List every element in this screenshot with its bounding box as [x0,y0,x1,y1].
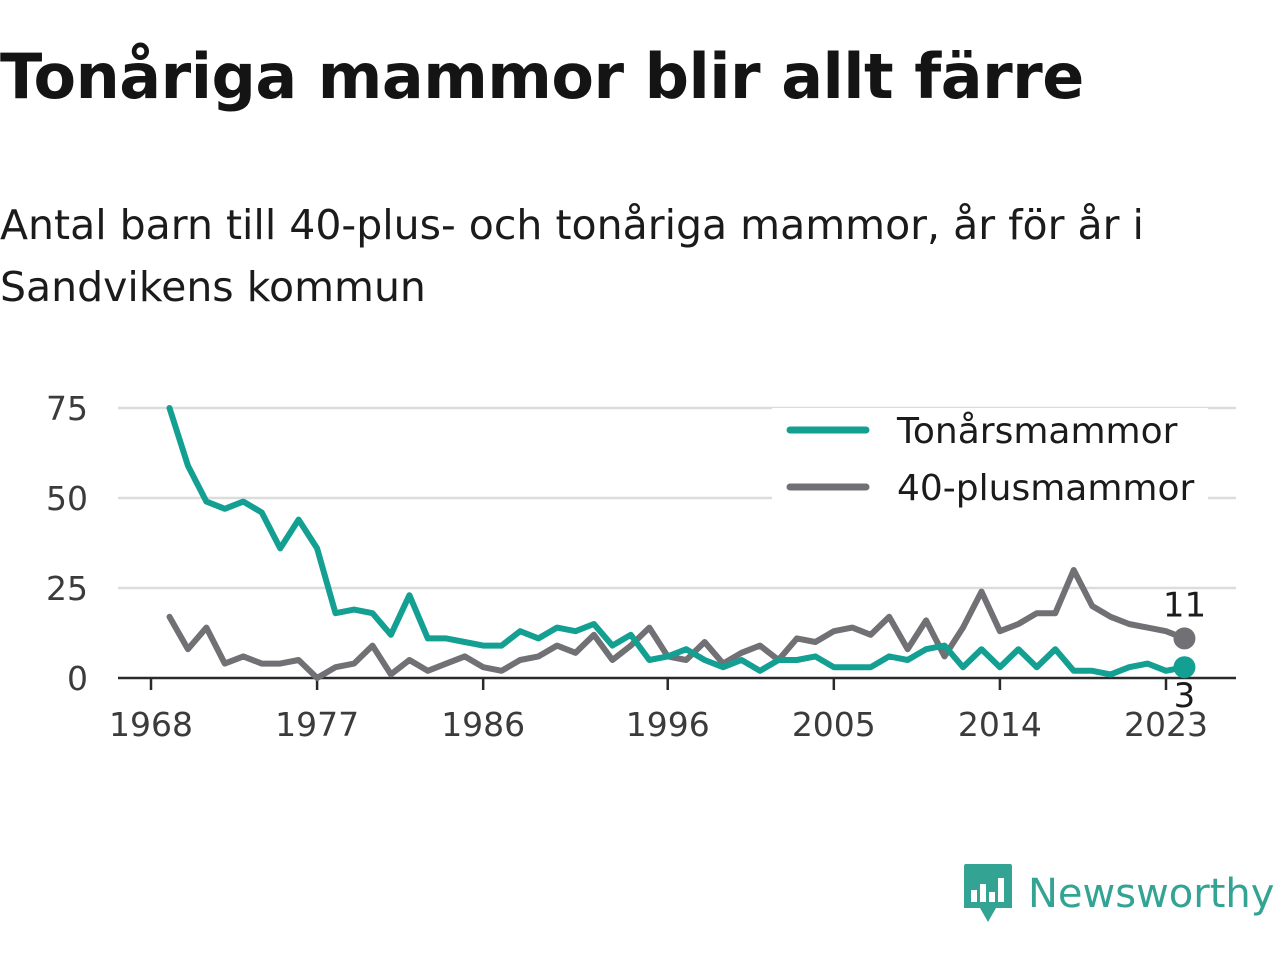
brand-logo[interactable]: Newsworthy [962,862,1274,926]
chart-subtitle: Antal barn till 40-plus- och tonåriga ma… [0,201,1144,311]
legend-label: 40-plusmammor [897,468,1195,509]
series-end-point-0 [1173,656,1196,679]
x-axis: 1968 1977 1986 1996 2005 2014 2023 [109,676,1236,744]
x-tick-label: 1977 [275,705,359,744]
series-lines [166,405,1196,681]
legend-label: Tonårsmammor [896,411,1178,452]
y-axis-ticks: 0 25 50 75 [46,389,88,698]
end-labels: 3 11 [1163,585,1206,716]
x-tick-label: 1996 [626,705,710,744]
x-tick-label: 2005 [792,705,876,744]
y-tick-label: 75 [46,389,88,428]
legend-background [772,408,1208,514]
series-end-label: 3 [1174,676,1196,716]
brand-name: Newsworthy [1028,871,1275,917]
x-tick-label: 1968 [109,705,193,744]
series-end-point-1 [1173,627,1196,650]
x-tick-label: 2014 [958,705,1042,744]
series-line-0 [166,405,1188,678]
legend: Tonårsmammor 40-plusmammor [772,408,1208,514]
y-tick-label: 0 [67,659,88,698]
newsworthy-logo-icon [964,864,1012,922]
chart-title: Tonåriga mammor blir allt färre [0,40,1084,113]
series-line-1 [166,567,1188,681]
x-tick-label: 2023 [1124,705,1208,744]
x-tick-label: 1986 [441,705,525,744]
y-tick-label: 25 [46,569,88,608]
y-tick-label: 50 [46,479,88,518]
series-end-label: 11 [1163,585,1206,625]
